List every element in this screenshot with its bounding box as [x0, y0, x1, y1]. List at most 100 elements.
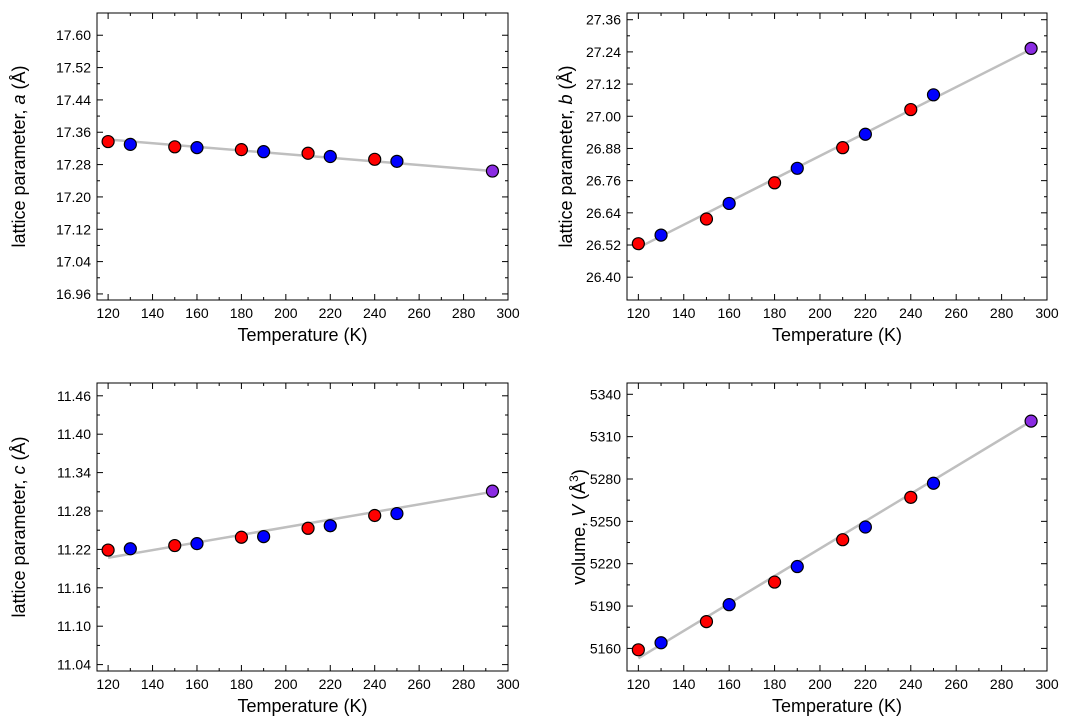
y-tick-label: 11.10	[57, 618, 91, 634]
x-tick-label: 300	[496, 676, 520, 692]
y-tick-label: 27.24	[586, 44, 621, 60]
y-tick-label: 26.52	[586, 237, 621, 253]
y-tick-label: 17.12	[56, 221, 91, 237]
x-axis-title: Temperature (K)	[237, 696, 367, 716]
data-point-blue	[257, 529, 271, 544]
x-tick-label: 300	[496, 305, 520, 321]
x-tick-label: 280	[990, 676, 1014, 692]
x-tick-label: 140	[672, 305, 696, 321]
y-axis-title: lattice parameter, c (Å)	[9, 436, 29, 617]
data-point-blue	[722, 196, 736, 211]
x-tick-label: 280	[990, 305, 1014, 321]
y-tick-label: 27.36	[586, 12, 621, 28]
fit-line	[107, 490, 493, 559]
y-tick-label: 17.04	[56, 254, 91, 270]
x-tick-label: 260	[945, 305, 969, 321]
x-tick-label: 200	[808, 676, 832, 692]
data-point-red	[631, 237, 645, 251]
x-tick-label: 240	[899, 676, 923, 692]
y-tick-label: 11.28	[57, 503, 91, 519]
plot-frame	[96, 382, 509, 672]
y-tick-label: 17.52	[56, 60, 91, 76]
x-tick-label: 260	[407, 305, 431, 321]
y-tick-label: 17.60	[56, 27, 91, 43]
y-tick-label: 11.46	[57, 388, 91, 404]
y-tick-label: 17.44	[56, 92, 91, 108]
data-point-blue	[390, 506, 404, 521]
x-tick-label: 120	[627, 305, 651, 321]
data-point-red	[368, 508, 382, 523]
data-point-red	[234, 530, 249, 544]
data-point-red	[699, 614, 714, 629]
x-tick-label: 300	[1035, 676, 1059, 692]
data-point-blue	[858, 127, 872, 141]
y-tick-label: 11.04	[57, 657, 91, 673]
y-tick-label: 5310	[590, 429, 621, 445]
y-tick-label: 5340	[590, 386, 621, 402]
x-tick-label: 140	[672, 676, 696, 692]
data-point-blue	[926, 88, 941, 102]
data-point-red	[836, 533, 850, 547]
y-tick-label: 5250	[590, 513, 621, 529]
x-tick-label: 240	[899, 305, 923, 321]
data-point-red	[101, 134, 115, 149]
x-tick-label: 180	[763, 676, 787, 692]
data-point-blue	[722, 598, 736, 612]
x-axis-title: Temperature (K)	[772, 325, 902, 345]
data-point-blue	[323, 149, 337, 164]
chart-panel-1: 120 140 160 180 200 220 240 260 280 300 16.96 17.04…	[9, 12, 520, 345]
data-point-blue	[123, 137, 137, 151]
x-tick-label: 140	[141, 305, 165, 321]
data-point-purple	[1024, 414, 1038, 428]
y-tick-label: 17.28	[56, 157, 91, 173]
x-tick-label: 220	[854, 676, 878, 692]
data-point-red	[631, 643, 645, 657]
data-point-blue	[123, 542, 137, 556]
x-tick-label: 160	[185, 305, 209, 321]
y-tick-label: 17.20	[56, 189, 91, 205]
data-point-red	[234, 143, 249, 157]
data-point-blue	[390, 154, 404, 168]
x-axis-title: Temperature (K)	[237, 325, 367, 345]
x-tick-label: 260	[945, 676, 969, 692]
data-point-purple	[1024, 41, 1038, 56]
plot-frame	[626, 382, 1048, 672]
x-tick-label: 240	[363, 305, 387, 321]
data-point-blue	[190, 537, 204, 551]
y-tick-label: 11.40	[57, 426, 91, 442]
plot-frame	[96, 12, 509, 301]
data-point-red	[301, 521, 315, 535]
data-point-red	[767, 176, 782, 190]
x-tick-label: 220	[319, 676, 343, 692]
x-tick-label: 160	[717, 676, 741, 692]
data-point-red	[101, 543, 115, 557]
data-point-red	[699, 212, 714, 226]
x-tick-label: 220	[319, 305, 343, 321]
y-tick-label: 5280	[590, 471, 621, 487]
x-tick-label: 120	[627, 676, 651, 692]
y-tick-label: 5220	[590, 556, 621, 572]
x-tick-label: 240	[363, 676, 387, 692]
data-point-red	[836, 141, 850, 155]
y-axis-title: lattice parameter, b (Å)	[556, 65, 576, 247]
x-tick-label: 140	[141, 676, 165, 692]
y-tick-label: 27.12	[586, 76, 621, 92]
y-axis-title: volume, V (Å3)	[567, 469, 589, 585]
x-tick-label: 160	[717, 305, 741, 321]
x-tick-label: 180	[763, 305, 787, 321]
data-point-red	[904, 102, 918, 117]
data-point-purple	[485, 164, 500, 178]
x-tick-label: 220	[854, 305, 878, 321]
y-tick-label: 11.34	[57, 465, 91, 481]
x-tick-label: 280	[452, 305, 476, 321]
data-point-purple	[485, 484, 500, 498]
data-point-blue	[790, 161, 804, 175]
x-tick-label: 180	[230, 676, 254, 692]
y-tick-label: 26.88	[586, 140, 621, 156]
data-point-red	[368, 152, 382, 166]
data-point-blue	[323, 519, 337, 533]
data-point-red	[168, 140, 182, 154]
x-tick-label: 280	[452, 676, 476, 692]
data-point-red	[904, 490, 918, 504]
